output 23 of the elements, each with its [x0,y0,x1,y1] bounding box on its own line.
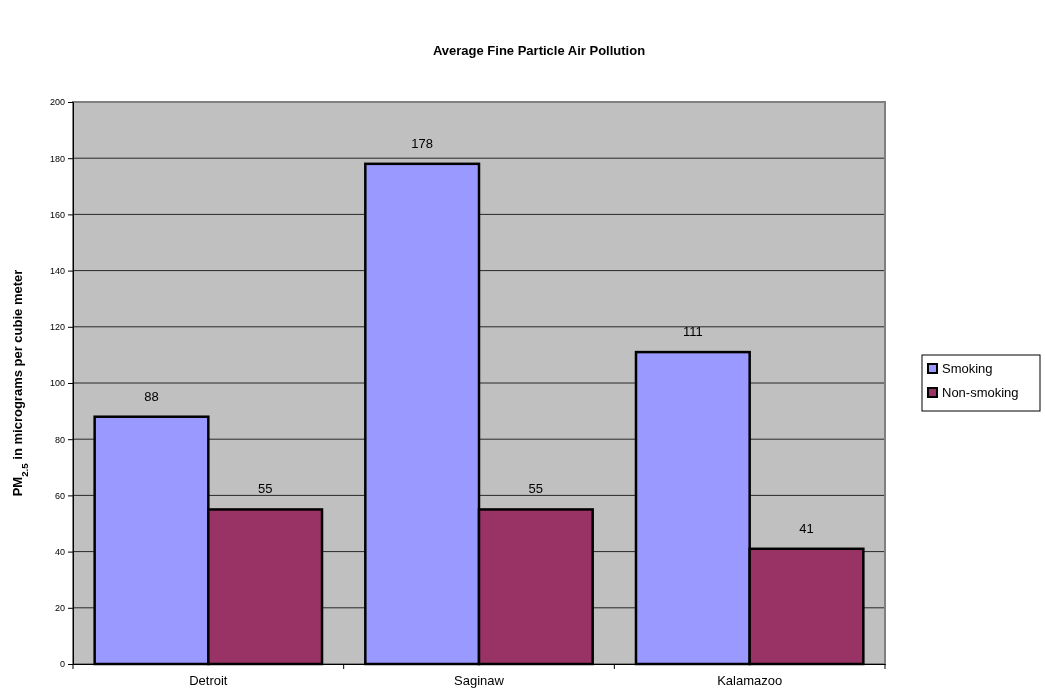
y-tick-label: 100 [49,378,65,389]
data-label: 88 [144,388,159,404]
data-label: 55 [257,481,273,497]
x-tick-label: Detroit [189,673,228,689]
y-tick-label: 40 [54,546,65,557]
y-tick-label: 120 [49,322,65,333]
y-tick-label: 20 [54,603,65,614]
data-label: 41 [799,520,814,536]
y-tick-label: 160 [49,209,65,220]
legend-label: Non-smoking [942,385,1019,400]
data-label: 178 [411,135,434,151]
y-tick-label: 200 [49,97,65,108]
y-tick-label: 80 [54,434,65,445]
y-tick-label: 0 [59,659,65,670]
y-tick-label: 140 [49,265,65,276]
y-tick-label: 60 [54,490,65,501]
legend-label: Smoking [942,361,993,376]
x-tick-label: Saginaw [454,673,505,689]
chart-title: Average Fine Particle Air Pollution [432,43,646,58]
x-tick-label: Kalamazoo [717,673,783,689]
y-tick-label: 180 [49,153,65,164]
data-label: 55 [528,481,544,497]
data-label: 111 [682,324,703,340]
